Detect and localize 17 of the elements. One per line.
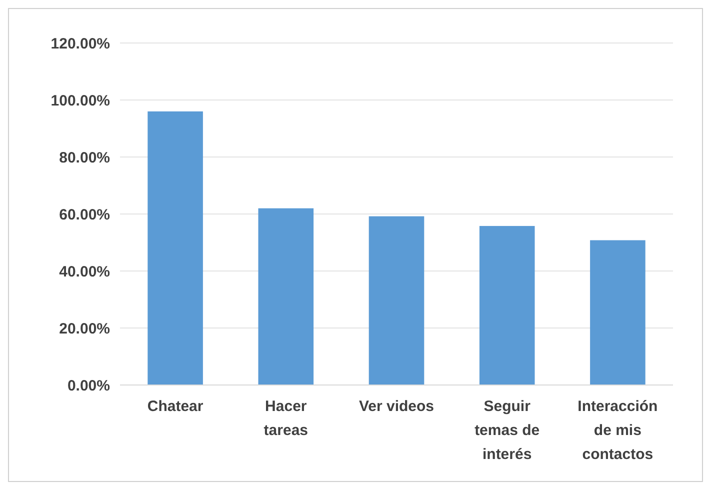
- x-tick-label: Interacción de mis contactos: [578, 398, 658, 463]
- y-tick-label: 60.00%: [59, 206, 110, 224]
- x-tick-label: Hacer tareas: [264, 398, 308, 439]
- y-tick-label: 80.00%: [59, 149, 110, 166]
- x-tick-label: Chatear: [147, 398, 204, 415]
- bar: [148, 111, 203, 385]
- x-tick-label: Seguir temas de interés: [474, 398, 540, 463]
- bar: [479, 226, 535, 385]
- bar: [368, 216, 424, 385]
- y-tick-label: 0.00%: [67, 377, 110, 394]
- bar: [258, 208, 314, 385]
- y-tick-label: 40.00%: [59, 263, 110, 280]
- y-tick-label: 120.00%: [50, 35, 110, 52]
- bar: [590, 240, 646, 385]
- x-tick-label: Ver videos: [358, 398, 434, 415]
- y-tick-label: 20.00%: [59, 320, 110, 338]
- y-tick-label: 100.00%: [50, 92, 110, 110]
